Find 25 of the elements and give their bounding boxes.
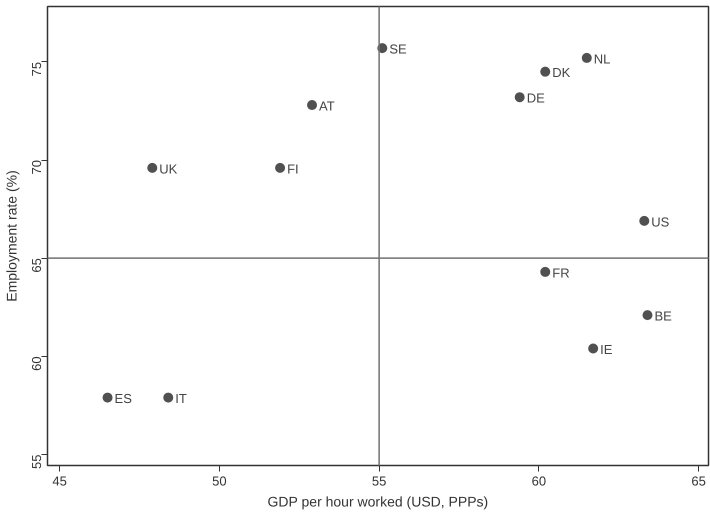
x-tick-label: 65: [691, 474, 706, 488]
x-tick-label: 45: [52, 474, 67, 488]
annotation: NL: [594, 51, 610, 66]
y-tick-label: 65: [29, 258, 44, 273]
x-tick-label: 50: [212, 474, 227, 488]
y-axis-title: Employment rate (%): [4, 170, 20, 302]
y-tick-label: 60: [29, 356, 44, 371]
annotation: US: [651, 214, 670, 230]
y-tick-label: 75: [29, 62, 44, 76]
annotation: DE: [526, 90, 546, 106]
x-tick-label: 55: [372, 474, 386, 488]
annotation: ES: [114, 391, 132, 406]
annotation: UK: [159, 161, 178, 176]
annotation: BE: [654, 308, 672, 324]
annotation: DK: [552, 65, 571, 80]
annotation: IE: [600, 342, 613, 357]
y-tick-label: 70: [29, 160, 44, 174]
annotation: FI: [287, 161, 299, 176]
annotation: AT: [319, 98, 335, 114]
annotation: SE: [389, 42, 407, 57]
x-axis-title: GDP per hour worked (USD, PPPs): [268, 494, 488, 510]
annotation: FR: [552, 265, 570, 280]
x-tick-label: 60: [532, 474, 546, 488]
annotation: IT: [175, 391, 187, 406]
y-tick-label: 55: [29, 454, 44, 469]
